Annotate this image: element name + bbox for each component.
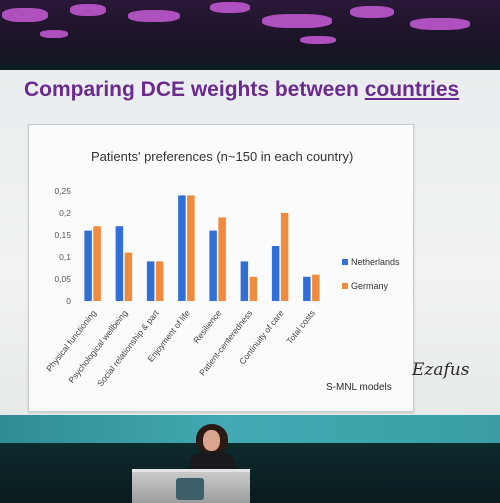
y-tick-label: 0,1: [59, 252, 71, 262]
bar-germany-5: [249, 276, 258, 301]
bar-netherlands-4: [209, 230, 217, 301]
slide-title-highlight: countries: [364, 78, 460, 101]
bar-germany-3: [187, 195, 195, 301]
conference-hall: [0, 443, 500, 500]
slide-title-text: Comparing DCE weights between: [24, 78, 365, 101]
legend-swatch-netherlands: [342, 259, 348, 265]
bar-netherlands-3: [178, 195, 186, 301]
bar-netherlands-6: [271, 246, 280, 301]
chart-panel: Patients' preferences (n~150 in each cou…: [28, 124, 414, 412]
screen-bottom-band: [0, 415, 500, 443]
speaker: [186, 424, 238, 476]
bar-chart: Patients' preferences (n~150 in each cou…: [44, 149, 400, 389]
x-category-label: Total costs: [284, 308, 317, 346]
bar-netherlands-0: [84, 230, 92, 301]
bar-germany-4: [218, 217, 226, 301]
y-tick-label: 0,2: [59, 208, 71, 218]
y-tick-label: 0,15: [54, 230, 71, 240]
x-category-label: Patient-centeredness: [197, 308, 254, 377]
bar-netherlands-1: [115, 226, 124, 301]
y-tick-label: 0,05: [54, 274, 71, 284]
y-tick-label: 0,25: [54, 186, 71, 196]
bar-germany-2: [155, 261, 164, 301]
legend-label: Netherlands: [351, 257, 400, 267]
x-category-label: Psychological wellbeing: [66, 308, 129, 385]
bar-germany-7: [312, 274, 320, 301]
bar-netherlands-7: [303, 276, 311, 301]
legend-swatch-germany: [342, 283, 348, 289]
bar-germany-1: [124, 252, 133, 301]
legend-label: Germany: [351, 281, 389, 291]
y-tick-label: 0: [66, 296, 71, 306]
slide-title: Comparing DCE weights between countries: [24, 78, 459, 102]
bar-netherlands-2: [146, 261, 155, 301]
bar-germany-6: [280, 213, 289, 301]
x-category-label: Resilience: [191, 308, 223, 345]
x-category-label: Social relationship & part: [95, 308, 161, 389]
podium-emblem: [176, 478, 204, 500]
bar-germany-0: [93, 226, 101, 301]
chart-title: Patients' preferences (n~150 in each cou…: [91, 149, 353, 164]
bar-netherlands-5: [240, 261, 249, 301]
model-footer-label: S-MNL models: [326, 382, 392, 393]
university-logo: Ezafus: [412, 360, 470, 380]
podium: [132, 469, 250, 503]
stage-lights: [0, 0, 500, 64]
